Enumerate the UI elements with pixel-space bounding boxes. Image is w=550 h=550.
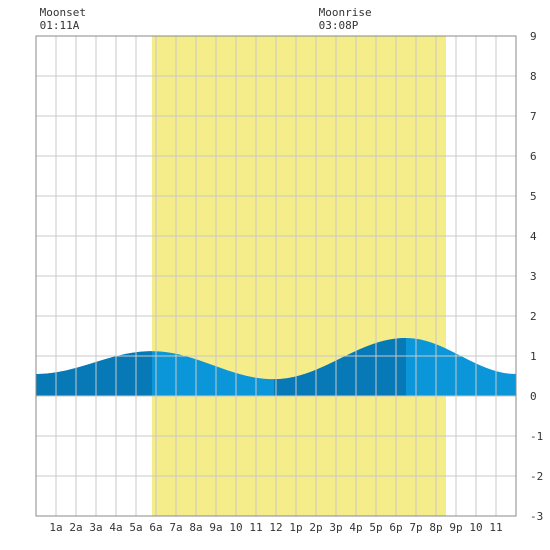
x-tick-label: 6a bbox=[149, 521, 162, 534]
x-tick-label: 1a bbox=[49, 521, 62, 534]
x-tick-label: 3p bbox=[329, 521, 342, 534]
moonset-label: Moonset bbox=[40, 6, 86, 19]
tide-area-dark-2 bbox=[274, 338, 406, 396]
y-tick-label: -1 bbox=[530, 430, 543, 443]
x-tick-label: 5a bbox=[129, 521, 142, 534]
x-tick-label: 1p bbox=[289, 521, 302, 534]
x-tick-label: 10 bbox=[469, 521, 482, 534]
tide-area-dark-1 bbox=[36, 351, 152, 396]
x-tick-label: 11 bbox=[489, 521, 502, 534]
y-tick-label: 7 bbox=[530, 110, 537, 123]
x-tick-label: 10 bbox=[229, 521, 242, 534]
y-tick-label: -2 bbox=[530, 470, 543, 483]
moonrise-label: Moonrise bbox=[319, 6, 372, 19]
x-tick-label: 6p bbox=[389, 521, 402, 534]
x-tick-label: 2p bbox=[309, 521, 322, 534]
x-tick-label: 8a bbox=[189, 521, 202, 534]
x-tick-label: 3a bbox=[89, 521, 102, 534]
y-tick-label: 1 bbox=[530, 350, 537, 363]
x-tick-label: 12 bbox=[269, 521, 282, 534]
moonset-time: 01:11A bbox=[40, 19, 80, 32]
y-tick-label: 2 bbox=[530, 310, 537, 323]
x-tick-label: 2a bbox=[69, 521, 82, 534]
x-tick-label: 5p bbox=[369, 521, 382, 534]
y-tick-label: -3 bbox=[530, 510, 543, 523]
y-tick-label: 4 bbox=[530, 230, 537, 243]
y-tick-label: 0 bbox=[530, 390, 537, 403]
y-tick-label: 5 bbox=[530, 190, 537, 203]
x-tick-label: 11 bbox=[249, 521, 262, 534]
x-tick-label: 9a bbox=[209, 521, 222, 534]
x-tick-label: 4p bbox=[349, 521, 362, 534]
y-tick-label: 9 bbox=[530, 30, 537, 43]
y-tick-label: 3 bbox=[530, 270, 537, 283]
x-tick-label: 7a bbox=[169, 521, 182, 534]
y-tick-label: 6 bbox=[530, 150, 537, 163]
plot-border bbox=[35, 35, 517, 517]
x-tick-label: 8p bbox=[429, 521, 442, 534]
x-tick-label: 9p bbox=[449, 521, 462, 534]
y-tick-label: 8 bbox=[530, 70, 537, 83]
x-tick-label: 4a bbox=[109, 521, 122, 534]
moonrise-time: 03:08P bbox=[319, 19, 359, 32]
x-tick-label: 7p bbox=[409, 521, 422, 534]
